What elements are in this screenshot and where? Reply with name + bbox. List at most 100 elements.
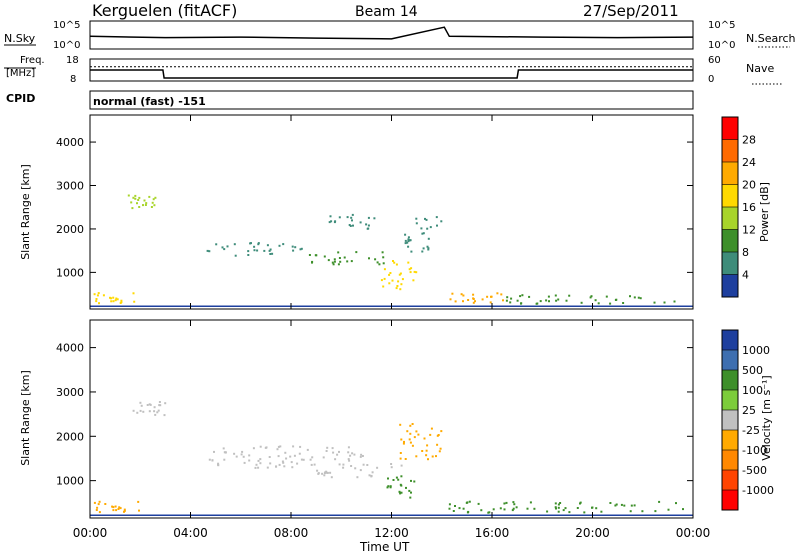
power-cell — [554, 294, 557, 297]
power-colorbar-swatch — [722, 207, 738, 230]
power-cell — [355, 251, 358, 254]
power-colorbar-label: Power [dB] — [758, 182, 771, 242]
power-colorbar-tick-label: 4 — [742, 269, 749, 282]
power-cell — [120, 299, 123, 302]
power-cell — [415, 217, 418, 220]
velocity-cell — [313, 463, 316, 466]
velocity-cell — [281, 460, 284, 463]
power-cell — [138, 196, 141, 199]
velocity-cell — [322, 456, 325, 459]
noise-tick-high-right: 10^5 — [708, 20, 735, 31]
velocity-cell — [158, 401, 161, 403]
power-cell — [589, 296, 592, 299]
velocity-cell — [330, 476, 333, 479]
power-cell — [97, 292, 100, 295]
power-cell — [388, 282, 391, 285]
beam-label: Beam 14 — [355, 4, 418, 20]
power-cell — [137, 199, 140, 201]
velocity-ytick-label: 2000 — [56, 430, 84, 443]
power-cell — [535, 302, 538, 305]
power-cell — [391, 279, 394, 282]
velocity-cell — [620, 503, 623, 506]
velocity-cell — [426, 444, 429, 447]
velocity-cell — [435, 455, 437, 458]
power-cell — [421, 232, 424, 235]
power-colorbar-swatch — [722, 252, 738, 275]
power-cell — [629, 295, 631, 298]
velocity-cell — [163, 414, 166, 417]
velocity-cell — [452, 510, 455, 512]
velocity-cell — [503, 502, 506, 505]
velocity-cell — [241, 450, 244, 453]
velocity-cell — [112, 506, 115, 509]
power-cell — [609, 302, 612, 305]
velocity-cell — [264, 446, 267, 449]
velocity-cell — [275, 465, 278, 468]
power-cell — [519, 295, 522, 298]
velocity-cell — [413, 480, 416, 483]
velocity-cell — [430, 427, 433, 430]
power-cell — [539, 300, 542, 303]
power-colorbar-swatch — [722, 229, 738, 253]
power-cell — [506, 296, 509, 299]
velocity-cell — [332, 451, 335, 454]
velocity-cell — [468, 500, 471, 503]
velocity-cell — [148, 403, 151, 406]
velocity-cell — [299, 445, 302, 448]
velocity-cell — [397, 478, 400, 481]
velocity-cell — [255, 463, 258, 466]
velocity-cell — [139, 401, 142, 404]
power-cell — [253, 245, 256, 248]
noise-panel-frame — [89, 20, 694, 50]
velocity-cell — [240, 453, 243, 456]
velocity-cell — [259, 458, 262, 461]
power-cell — [333, 258, 336, 261]
velocity-cell — [324, 471, 326, 474]
velocity-cell — [583, 511, 586, 514]
power-cell — [404, 242, 407, 245]
power-cell — [148, 195, 151, 198]
velocity-colorbar-swatch — [722, 390, 738, 411]
power-cell — [338, 216, 341, 219]
power-cell — [223, 248, 226, 251]
velocity-cell — [512, 501, 515, 504]
velocity-colorbar-tick-label: -25 — [742, 424, 760, 437]
freq-label-line2: [MHz] — [6, 68, 35, 79]
power-cell — [426, 245, 429, 248]
velocity-cell — [477, 502, 480, 505]
power-colorbar-swatch — [722, 274, 738, 298]
velocity-cell — [389, 485, 392, 488]
velocity-cell — [399, 483, 402, 486]
velocity-cell — [222, 447, 225, 450]
velocity-cell — [321, 472, 324, 475]
power-cell — [154, 196, 157, 199]
power-cell — [528, 295, 531, 298]
power-cell — [116, 298, 119, 301]
velocity-cell — [614, 504, 617, 507]
power-cell — [605, 295, 608, 298]
xtick-label: 00:00 — [73, 526, 108, 540]
power-cell — [348, 224, 351, 226]
power-cell — [400, 283, 403, 286]
power-cell — [332, 263, 335, 266]
velocity-cell — [436, 443, 439, 446]
velocity-cell — [623, 504, 626, 507]
power-cell — [407, 245, 410, 248]
nave-tick-60: 60 — [708, 55, 721, 66]
power-cell — [346, 216, 349, 219]
power-cell — [521, 294, 524, 297]
power-cell — [395, 263, 398, 266]
velocity-cell — [254, 466, 257, 469]
power-cell — [413, 270, 416, 273]
velocity-cell — [325, 450, 328, 452]
power-cell — [449, 298, 452, 301]
velocity-cell — [342, 466, 345, 469]
velocity-cell — [98, 511, 101, 514]
power-cell — [565, 299, 568, 302]
velocity-cell — [415, 430, 418, 433]
power-colorbar-tick-label: 28 — [742, 134, 756, 147]
velocity-colorbar-swatch — [722, 430, 738, 451]
velocity-cell — [269, 462, 272, 465]
velocity-cell — [276, 448, 279, 451]
velocity-cell — [529, 501, 532, 504]
